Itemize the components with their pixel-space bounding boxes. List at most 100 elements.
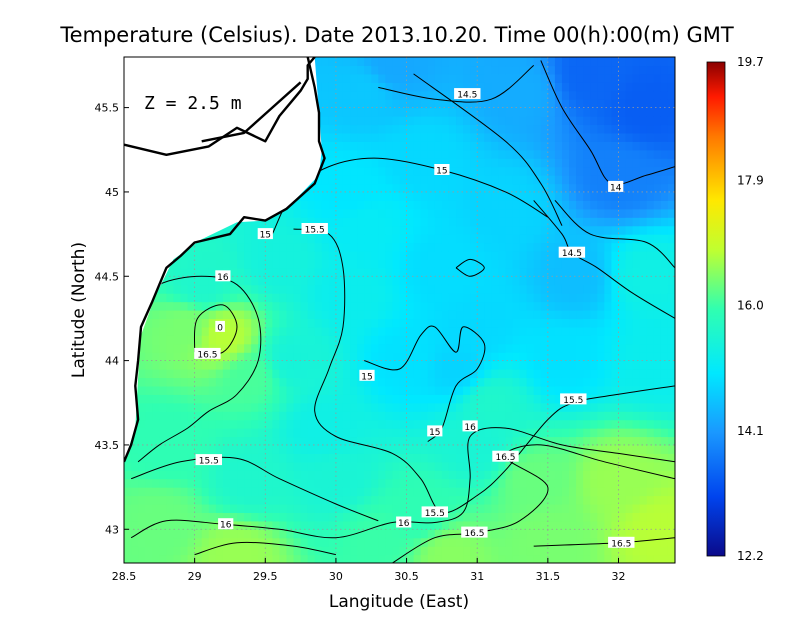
temperature-cell [420, 208, 429, 218]
temperature-cell [342, 166, 351, 176]
temperature-cell [251, 385, 259, 395]
temperature-cell [441, 470, 450, 480]
temperature-cell [251, 267, 259, 277]
temperature-cell [152, 385, 160, 395]
temperature-cell [237, 377, 245, 387]
temperature-cell [533, 428, 542, 438]
temperature-cell [406, 293, 415, 303]
temperature-cell [561, 284, 570, 294]
temperature-cell [576, 90, 584, 100]
temperature-cell [604, 208, 613, 218]
temperature-cell [519, 175, 528, 185]
temperature-cell [604, 73, 613, 83]
temperature-cell [604, 310, 613, 320]
temperature-cell [646, 99, 655, 109]
temperature-cell [364, 73, 372, 83]
temperature-cell [590, 82, 598, 92]
temperature-cell [512, 57, 521, 67]
temperature-cell [618, 554, 627, 563]
temperature-cell [208, 242, 217, 252]
temperature-cell [307, 436, 316, 446]
temperature-cell [618, 335, 627, 345]
temperature-cell [406, 301, 415, 311]
temperature-cell [569, 267, 577, 277]
temperature-cell [604, 276, 613, 286]
temperature-cell [385, 487, 394, 497]
temperature-cell [251, 529, 259, 539]
temperature-cell [639, 132, 648, 142]
temperature-cell [237, 529, 245, 539]
temperature-cell [463, 537, 471, 547]
temperature-cell [625, 141, 634, 151]
temperature-cell [477, 234, 485, 244]
temperature-cell [512, 487, 521, 497]
temperature-cell [441, 537, 450, 547]
temperature-cell [364, 166, 372, 176]
temperature-cell [554, 276, 563, 286]
temperature-cell [159, 360, 167, 370]
temperature-cell [653, 377, 662, 387]
isotherm-14 [540, 60, 675, 185]
temperature-cell [590, 310, 598, 320]
temperature-cell [124, 529, 132, 539]
temperature-cell [265, 250, 273, 260]
temperature-cell [321, 554, 330, 563]
temperature-cell [498, 82, 507, 92]
temperature-cell [547, 141, 556, 151]
temperature-cell [456, 301, 464, 311]
temperature-cell [357, 293, 365, 303]
temperature-cell [173, 301, 182, 311]
temperature-cell [618, 326, 627, 336]
temperature-cell [547, 428, 556, 438]
temperature-cell [131, 529, 139, 539]
temperature-cell [547, 90, 556, 100]
temperature-cell [229, 529, 238, 539]
temperature-cell [491, 284, 499, 294]
temperature-cell [335, 487, 344, 497]
temperature-cell [576, 284, 584, 294]
temperature-cell [286, 461, 295, 471]
temperature-cell [660, 428, 669, 438]
temperature-cell [597, 149, 605, 159]
temperature-cell [293, 436, 302, 446]
temperature-cell [215, 385, 224, 395]
temperature-cell [498, 200, 507, 210]
temperature-cell [385, 250, 394, 260]
temperature-cell [293, 310, 302, 320]
temperature-cell [576, 82, 584, 92]
temperature-cell [477, 166, 485, 176]
temperature-cell [611, 385, 620, 395]
temperature-cell [463, 360, 471, 370]
contour-label-text: 15 [429, 428, 440, 438]
temperature-cell [265, 326, 273, 336]
temperature-cell [342, 529, 351, 539]
temperature-cell [335, 200, 344, 210]
temperature-cell [378, 503, 386, 513]
temperature-cell [639, 470, 648, 480]
temperature-cell [258, 546, 266, 556]
temperature-cell [639, 191, 648, 201]
temperature-cell [314, 326, 323, 336]
temperature-cell [519, 267, 528, 277]
temperature-cell [420, 242, 429, 252]
temperature-cell [441, 208, 450, 218]
temperature-cell [342, 394, 351, 404]
temperature-cell [533, 369, 542, 379]
temperature-cell [286, 487, 295, 497]
temperature-cell [293, 326, 302, 336]
temperature-cell [604, 394, 613, 404]
temperature-cell [385, 82, 394, 92]
temperature-cell [265, 217, 273, 227]
temperature-cell [229, 478, 238, 488]
temperature-cell [540, 453, 549, 463]
temperature-cell [420, 369, 429, 379]
contour-label-text: 14 [610, 183, 622, 193]
temperature-cell [604, 250, 613, 260]
temperature-cell [491, 343, 499, 353]
temperature-cell [314, 495, 323, 505]
temperature-cell [505, 267, 514, 277]
temperature-cell [540, 352, 549, 362]
temperature-cell [420, 546, 429, 556]
isotherm-14-5 [413, 73, 563, 226]
temperature-cell [540, 107, 549, 117]
